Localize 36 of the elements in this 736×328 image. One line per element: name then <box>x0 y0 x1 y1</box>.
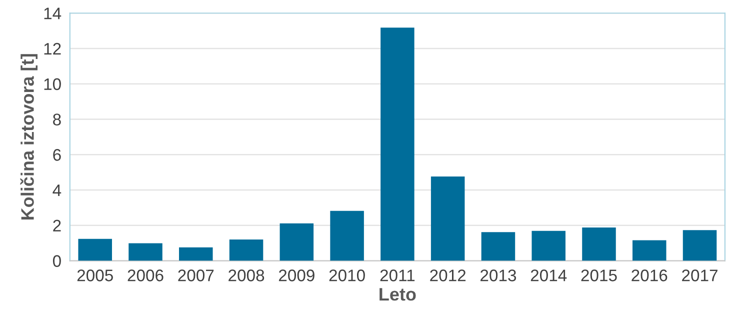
bar <box>481 232 516 261</box>
x-tick-label: 2014 <box>530 270 567 282</box>
bar <box>430 176 465 261</box>
y-tick-label: 8 <box>53 114 61 126</box>
bar <box>380 28 414 261</box>
x-tick-label: 2013 <box>480 270 516 282</box>
bar <box>682 230 717 261</box>
bar <box>582 228 616 261</box>
x-tick-label: 2012 <box>430 270 466 282</box>
x-tick-label: 2016 <box>632 270 668 282</box>
y-tick-label: 2 <box>53 220 61 232</box>
bar <box>280 223 314 261</box>
bar <box>78 238 112 261</box>
x-tick-label: 2017 <box>682 270 718 282</box>
x-tick-label: 2011 <box>380 270 415 282</box>
x-tick-label: 2008 <box>228 270 264 282</box>
y-tick-label: 0 <box>52 255 61 267</box>
bar <box>330 210 364 261</box>
bar <box>179 247 213 261</box>
x-tick-label: 2005 <box>77 270 113 282</box>
bar <box>532 230 566 261</box>
x-axis-title: Leto <box>380 288 416 301</box>
x-tick-label: 2015 <box>581 270 617 282</box>
y-tick-label: 4 <box>52 184 62 196</box>
x-tick-label: 2009 <box>278 270 314 282</box>
y-tick-label: 10 <box>44 78 61 90</box>
y-tick-label: 12 <box>44 42 61 55</box>
y-tick-label: 14 <box>44 8 62 20</box>
x-tick-label: 2010 <box>329 270 365 282</box>
x-tick-label: 2007 <box>178 270 214 282</box>
y-tick-label: 6 <box>53 149 61 161</box>
bar <box>229 240 264 261</box>
y-axis-title: Količina iztovora [t] <box>20 54 38 220</box>
bar <box>128 243 162 261</box>
bar <box>632 240 666 261</box>
x-tick-label: 2006 <box>128 270 164 282</box>
